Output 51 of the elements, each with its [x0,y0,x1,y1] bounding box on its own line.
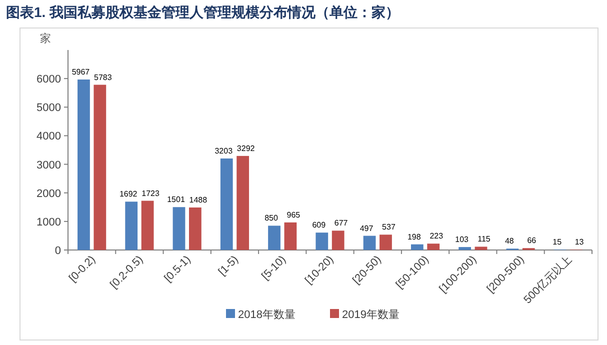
y-tick-label: 1000 [36,216,61,228]
bar [427,244,440,250]
y-tick-label: 0 [54,245,61,257]
chart-title: 图表1. 我国私募股权基金管理人管理规模分布情况（单位：家） [6,4,400,20]
bar [125,202,138,250]
data-label: 115 [478,234,491,244]
data-label: 537 [382,222,396,232]
bar [363,236,376,250]
y-axis-title: 家 [40,32,51,45]
data-label: 5967 [72,68,90,77]
bar [188,207,202,250]
data-label: 103 [455,235,470,244]
bar [172,207,186,250]
data-label: 609 [312,220,326,230]
bar [316,232,328,250]
bar [268,226,280,250]
bar [474,246,488,250]
data-label: 1692 [119,190,138,199]
bar [410,244,424,250]
y-tick-label: 4000 [36,130,61,143]
data-label: 1501 [167,195,186,204]
data-label: 497 [360,224,374,233]
legend-label: 2018年数量 [238,309,296,321]
bar [141,200,154,250]
y-tick-label: 3000 [36,159,61,172]
y-tick-label: 5000 [36,102,61,114]
data-label: 66 [527,236,537,246]
bar [458,247,472,250]
data-label: 965 [286,210,301,220]
data-label: 48 [504,236,514,246]
data-label: 15 [552,238,562,247]
legend-label: 2019年数量 [342,309,400,321]
data-label: 1488 [189,195,208,204]
bar [236,156,250,250]
bar [78,80,90,250]
bar [332,230,344,250]
data-label: 198 [407,232,422,242]
y-tick-label: 6000 [36,74,61,86]
data-label: 5783 [94,72,112,82]
bar [380,234,392,250]
y-tick-label: 2000 [36,188,61,200]
data-label: 677 [334,218,348,228]
data-label: 3292 [236,144,256,153]
bar [284,222,297,250]
data-label: 13 [574,238,584,247]
bar [220,158,233,250]
data-label: 3203 [214,146,234,156]
bar [94,84,106,250]
data-label: 1723 [142,188,160,198]
data-label: 850 [264,214,278,223]
data-label: 223 [430,232,444,241]
